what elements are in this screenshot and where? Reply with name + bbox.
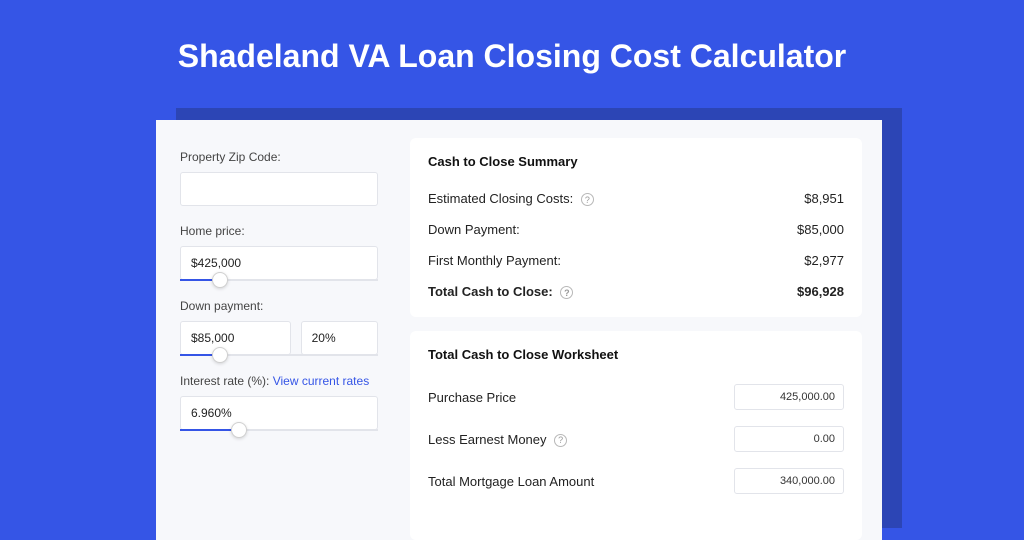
interest-label-text: Interest rate (%): [180, 374, 273, 388]
worksheet-value[interactable]: 340,000.00 [734, 468, 844, 494]
home-price-slider[interactable] [180, 279, 378, 281]
summary-value: $85,000 [797, 222, 844, 237]
down-payment-field-group: Down payment: [180, 299, 378, 356]
home-price-label: Home price: [180, 224, 378, 238]
summary-label: Estimated Closing Costs: [428, 191, 573, 206]
home-price-slider-thumb[interactable] [212, 272, 228, 288]
worksheet-value[interactable]: 425,000.00 [734, 384, 844, 410]
summary-value: $96,928 [797, 284, 844, 299]
page-title: Shadeland VA Loan Closing Cost Calculato… [0, 0, 1024, 95]
home-price-field-group: Home price: [180, 224, 378, 281]
help-icon[interactable]: ? [560, 286, 573, 299]
summary-value: $2,977 [804, 253, 844, 268]
zip-label: Property Zip Code: [180, 150, 378, 164]
summary-panel: Cash to Close Summary Estimated Closing … [410, 138, 862, 317]
summary-label: Total Cash to Close: [428, 284, 553, 299]
summary-label: Down Payment: [428, 222, 520, 237]
interest-input[interactable] [180, 396, 378, 430]
zip-field-group: Property Zip Code: [180, 150, 378, 206]
results-column: Cash to Close Summary Estimated Closing … [396, 120, 882, 540]
down-payment-pct-input[interactable] [301, 321, 378, 355]
worksheet-label: Less Earnest Money [428, 432, 547, 447]
help-icon[interactable]: ? [554, 434, 567, 447]
worksheet-label: Purchase Price [428, 390, 516, 405]
down-payment-input[interactable] [180, 321, 291, 355]
worksheet-panel: Total Cash to Close Worksheet Purchase P… [410, 331, 862, 540]
interest-slider[interactable] [180, 429, 378, 431]
summary-row-first-payment: First Monthly Payment: $2,977 [428, 245, 844, 276]
calculator-card: Property Zip Code: Home price: Down paym… [156, 120, 882, 540]
summary-title: Cash to Close Summary [428, 154, 844, 169]
worksheet-row-purchase-price: Purchase Price 425,000.00 [428, 376, 844, 418]
home-price-input[interactable] [180, 246, 378, 280]
worksheet-title: Total Cash to Close Worksheet [428, 347, 844, 362]
summary-row-total: Total Cash to Close: ? $96,928 [428, 276, 844, 307]
worksheet-value[interactable]: 0.00 [734, 426, 844, 452]
worksheet-row-earnest-money: Less Earnest Money ? 0.00 [428, 418, 844, 460]
worksheet-label: Total Mortgage Loan Amount [428, 474, 594, 489]
help-icon[interactable]: ? [581, 193, 594, 206]
input-column: Property Zip Code: Home price: Down paym… [156, 120, 396, 540]
summary-value: $8,951 [804, 191, 844, 206]
down-payment-slider[interactable] [180, 354, 378, 356]
summary-label: First Monthly Payment: [428, 253, 561, 268]
worksheet-row-mortgage-amount: Total Mortgage Loan Amount 340,000.00 [428, 460, 844, 502]
summary-row-down-payment: Down Payment: $85,000 [428, 214, 844, 245]
zip-input[interactable] [180, 172, 378, 206]
interest-label: Interest rate (%): View current rates [180, 374, 378, 388]
down-payment-slider-thumb[interactable] [212, 347, 228, 363]
summary-row-closing-costs: Estimated Closing Costs: ? $8,951 [428, 183, 844, 214]
view-rates-link[interactable]: View current rates [273, 374, 370, 388]
interest-slider-thumb[interactable] [231, 422, 247, 438]
down-payment-label: Down payment: [180, 299, 378, 313]
interest-field-group: Interest rate (%): View current rates [180, 374, 378, 431]
